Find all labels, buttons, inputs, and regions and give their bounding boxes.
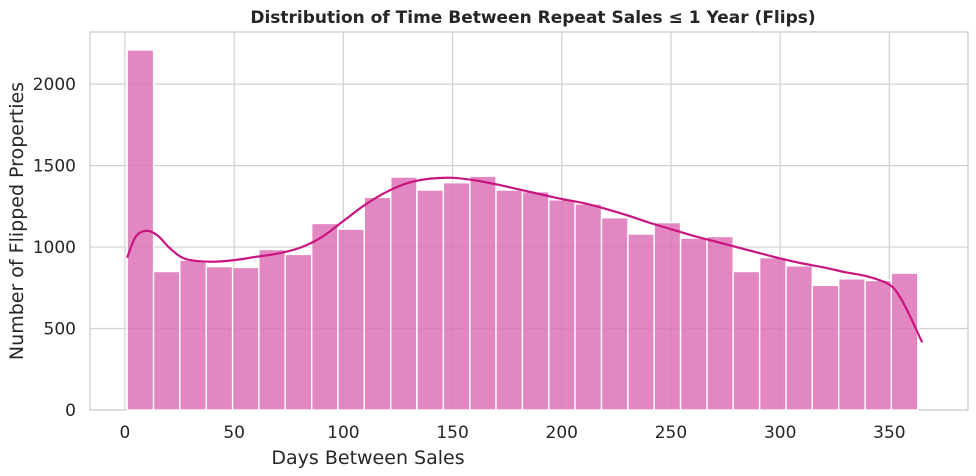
kde-curve-group bbox=[126, 176, 924, 343]
y-axis-label: Number of Flipped Properties bbox=[6, 82, 28, 360]
histogram-bar bbox=[653, 221, 682, 411]
histogram-bar bbox=[811, 284, 840, 411]
chart-title: Distribution of Time Between Repeat Sale… bbox=[250, 8, 815, 28]
histogram-bar bbox=[152, 270, 181, 411]
histogram-bar bbox=[363, 196, 392, 411]
histogram-bar bbox=[838, 278, 866, 411]
x-tick-label: 300 bbox=[764, 423, 796, 443]
histogram-bar bbox=[231, 266, 260, 411]
histogram-bar bbox=[126, 49, 155, 411]
histogram-bar bbox=[732, 270, 761, 411]
histogram-bar bbox=[469, 175, 497, 411]
histogram-bar bbox=[284, 253, 313, 411]
x-tick-label: 100 bbox=[327, 423, 359, 443]
y-tick-label: 2000 bbox=[33, 75, 76, 95]
histogram-bar bbox=[205, 265, 234, 411]
histogram-bars bbox=[126, 49, 919, 411]
x-tick-label: 150 bbox=[436, 423, 468, 443]
histogram-bar bbox=[627, 233, 655, 411]
histogram-bar bbox=[706, 235, 734, 411]
histogram-bar bbox=[679, 237, 708, 411]
x-tick-label: 0 bbox=[120, 423, 131, 443]
histogram-bar bbox=[337, 228, 366, 411]
histogram-bar bbox=[600, 217, 629, 411]
histogram-bar bbox=[179, 259, 207, 411]
x-tick-label: 200 bbox=[546, 423, 578, 443]
histogram-bar bbox=[521, 190, 550, 411]
histogram-bar bbox=[258, 248, 286, 411]
y-tick-label: 1500 bbox=[33, 157, 76, 177]
x-tick-label: 50 bbox=[223, 423, 245, 443]
y-tick-label: 500 bbox=[44, 320, 76, 340]
x-axis-label: Days Between Sales bbox=[271, 447, 464, 469]
histogram-bar bbox=[390, 176, 418, 411]
histogram-bar bbox=[758, 256, 787, 411]
histogram-bar bbox=[416, 189, 445, 411]
histogram-bar bbox=[442, 182, 471, 411]
histogram-bar bbox=[495, 189, 524, 411]
x-tick-label: 350 bbox=[873, 423, 905, 443]
histogram-bar bbox=[785, 265, 813, 411]
y-tick-labels: 0 500 1000 1500 2000 bbox=[33, 75, 76, 421]
histogram-bar bbox=[310, 222, 339, 411]
kde-line bbox=[126, 176, 924, 343]
x-tick-labels: 0 50 100 150 200 250 300 350 bbox=[120, 423, 906, 443]
histogram-bar bbox=[548, 199, 576, 411]
x-tick-label: 250 bbox=[655, 423, 687, 443]
histogram-bar bbox=[890, 272, 919, 411]
histogram-bar bbox=[574, 203, 603, 411]
histogram-bar bbox=[864, 279, 893, 411]
y-tick-label: 0 bbox=[65, 401, 76, 421]
y-tick-label: 1000 bbox=[33, 238, 76, 258]
